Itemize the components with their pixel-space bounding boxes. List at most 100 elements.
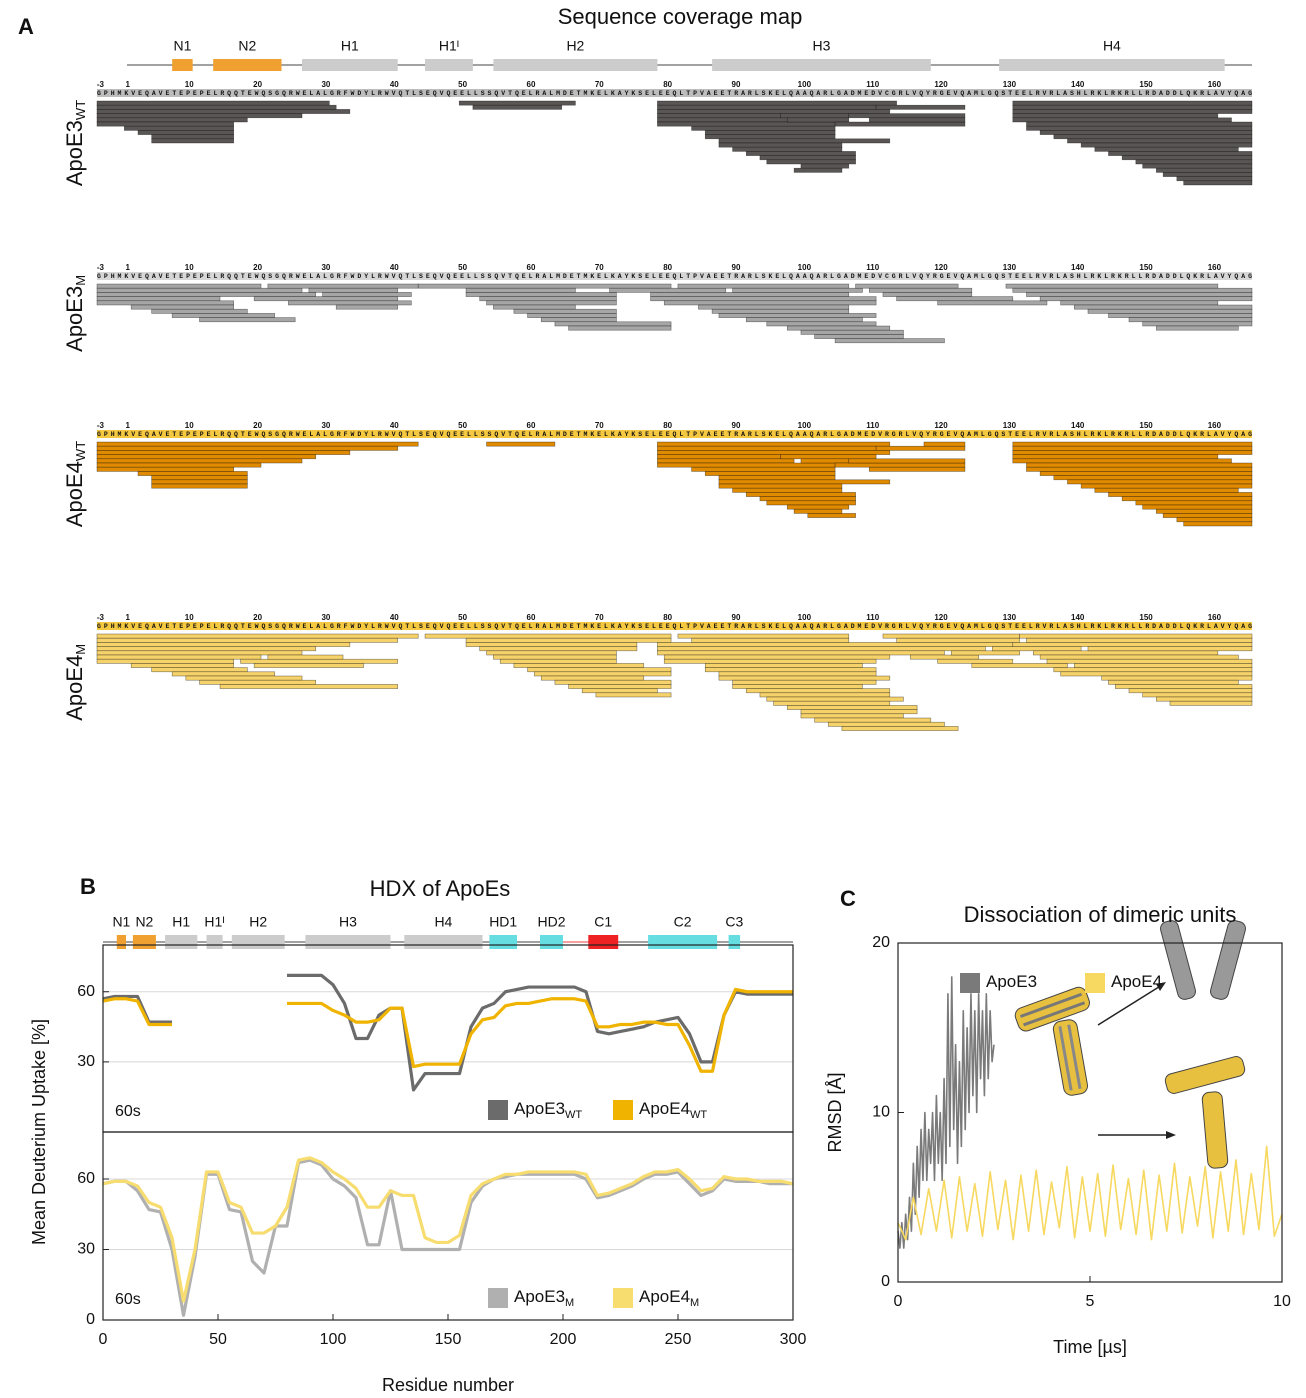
residue-tick-label: 1 <box>126 80 131 89</box>
x-tick-label: 5 <box>1086 1293 1095 1310</box>
peptide <box>786 325 891 331</box>
peptide <box>185 675 303 681</box>
peptide <box>786 705 918 710</box>
peptide <box>786 117 850 123</box>
peptide <box>1115 684 1253 689</box>
peptide <box>848 113 966 119</box>
peptide <box>1039 296 1253 302</box>
domain-block <box>999 59 1225 71</box>
peptide <box>868 466 966 472</box>
x-axis-label: Time [µs] <box>1053 1337 1127 1357</box>
peptide <box>773 700 891 706</box>
peptide <box>130 663 234 668</box>
peptide <box>1142 504 1253 510</box>
peptide <box>1039 471 1253 476</box>
peptide <box>96 646 316 652</box>
panel-letter: C <box>840 886 856 911</box>
residue-tick-label: 50 <box>458 263 467 272</box>
peptide <box>96 300 234 306</box>
peptide <box>1128 688 1253 694</box>
sample-label: ApoE3WT <box>62 100 88 186</box>
peptide <box>1162 513 1253 518</box>
peptide <box>1053 667 1253 673</box>
legend-label: ApoE4 <box>1111 972 1162 991</box>
peptide <box>1074 663 1253 668</box>
legend-swatch <box>613 1100 633 1120</box>
residue-tick-label: 100 <box>798 421 812 430</box>
peptide <box>499 658 617 664</box>
sequence-background <box>97 272 1252 280</box>
peptide <box>96 466 234 472</box>
domain-label: H1 <box>172 914 190 930</box>
residue-tick-label: 30 <box>321 421 330 430</box>
peptide <box>937 658 1014 664</box>
sample-label: ApoE3M <box>62 275 88 352</box>
residue-tick-label: 80 <box>663 421 672 430</box>
residue-tick-label: 110 <box>866 80 879 89</box>
peptide <box>96 104 337 110</box>
peptide <box>1080 142 1253 148</box>
peptide <box>800 458 850 464</box>
residue-tick-label: 10 <box>185 80 194 89</box>
residue-tick-label: 110 <box>866 613 879 622</box>
peptide <box>1176 517 1253 523</box>
x-axis-label: Residue number <box>382 1375 514 1395</box>
peptide <box>657 117 788 123</box>
sample-label-main: ApoE3 <box>62 286 87 352</box>
peptide <box>1019 633 1253 639</box>
domain-label: N1 <box>112 914 130 930</box>
peptide <box>308 287 399 293</box>
legend-swatch <box>613 1288 633 1308</box>
peptide <box>1012 445 1253 451</box>
peptide <box>1176 176 1253 182</box>
residue-tick-label: 1 <box>126 613 131 622</box>
domain-label: H2 <box>249 914 267 930</box>
domain-block <box>425 59 473 71</box>
peptide <box>1012 450 1253 455</box>
peptide <box>130 304 234 310</box>
peptide <box>1108 679 1239 685</box>
peptide <box>780 454 877 460</box>
legend-label-subscript: M <box>690 1297 699 1309</box>
domain-block <box>213 59 282 71</box>
peptide <box>1060 300 1219 306</box>
residue-tick-label: 130 <box>1003 613 1017 622</box>
peptide <box>1026 637 1253 643</box>
peptide <box>527 313 617 318</box>
domain-label: H1ᴵ <box>204 914 224 930</box>
peptide <box>704 663 863 668</box>
data-line <box>102 973 793 1092</box>
peptide <box>745 688 891 694</box>
residue-tick-label: 20 <box>253 80 262 89</box>
residue-tick-label: 130 <box>1003 263 1017 272</box>
x-tick-label: 0 <box>99 1331 108 1348</box>
peptide <box>677 283 850 289</box>
peptide <box>793 508 843 514</box>
residue-tick-label: 100 <box>798 613 812 622</box>
domain-label: C1 <box>594 914 612 930</box>
peptide <box>834 338 945 344</box>
residue-tick-label: -3 <box>97 80 105 89</box>
peptide <box>1039 130 1253 135</box>
y-tick-label: 60 <box>77 1170 95 1187</box>
residue-tick-label: 160 <box>1208 80 1222 89</box>
peptide <box>199 679 316 685</box>
peptide <box>711 308 850 314</box>
peptide <box>96 633 419 639</box>
sequence: GPHMKVEQAVETEPEPELRQQTEWQSGQRWELALGRFWDY… <box>97 90 1252 97</box>
peptide <box>1156 696 1253 702</box>
sample-label-main: ApoE3 <box>62 120 87 186</box>
peptide <box>1012 113 1219 119</box>
peptide <box>1067 138 1253 144</box>
residue-tick-label: 120 <box>934 421 948 430</box>
peptide <box>800 329 904 335</box>
peptide <box>1026 466 1253 472</box>
peptide <box>253 296 399 302</box>
helix-stripe <box>1067 1024 1082 1090</box>
monomer <box>1210 920 1246 1000</box>
peptide <box>151 667 248 673</box>
monomer <box>1201 1091 1229 1169</box>
x-tick-label: 100 <box>320 1331 347 1348</box>
legend-swatch <box>960 973 980 993</box>
peptide <box>554 679 672 685</box>
